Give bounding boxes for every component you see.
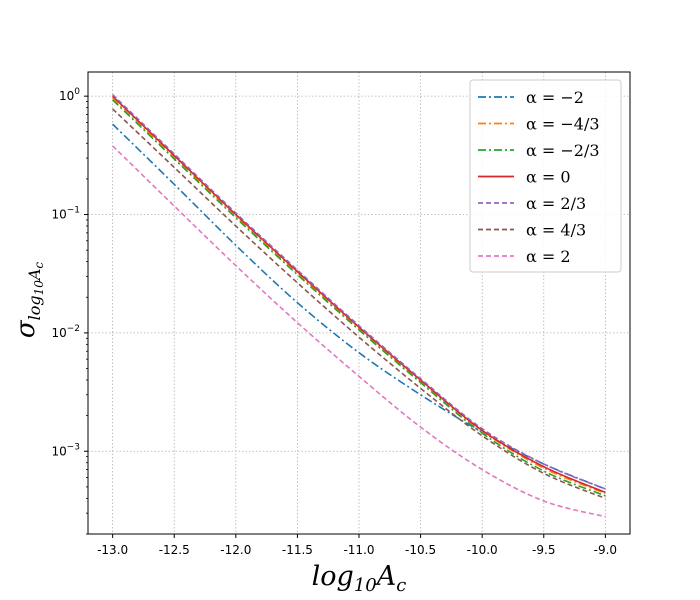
series-line-4 <box>112 95 606 494</box>
y-tick-label: 10−2 <box>51 324 80 340</box>
series-line-5 <box>112 94 606 490</box>
x-tick-label: -9.0 <box>594 543 617 557</box>
x-tick-label: -12.5 <box>159 543 190 557</box>
legend-label: α = 2/3 <box>526 194 586 213</box>
legend-box <box>469 79 622 273</box>
legend: α = −2 α = −4/3 α = −2/3 α = 0 α = 2/3 α = 4/… <box>469 79 622 273</box>
x-axis: -13.0 -12.5 -12.0 -11.5 -11.0 -10.5 -10.0 -9.5 -… <box>97 534 617 557</box>
series-line-3 <box>112 99 606 497</box>
x-axis-label: log10Ac <box>312 561 407 596</box>
legend-label: α = 4/3 <box>526 221 586 240</box>
series-line-6 <box>112 108 606 500</box>
series-line-7 <box>112 145 606 518</box>
y-axis-label: σlog10Ac <box>11 262 46 339</box>
legend-label: α = −4/3 <box>526 115 600 134</box>
legend-label: α = 0 <box>526 168 571 187</box>
series-layer <box>112 94 606 518</box>
x-tick-label: -12.0 <box>220 543 251 557</box>
x-tick-label: -11.5 <box>282 543 313 557</box>
legend-label: α = −2 <box>526 88 584 107</box>
legend-label: α = −2/3 <box>526 141 600 160</box>
x-tick-label: -13.0 <box>97 543 128 557</box>
x-tick-label: -10.0 <box>467 543 498 557</box>
x-tick-label: -9.5 <box>532 543 555 557</box>
x-tick-label: -10.5 <box>405 543 436 557</box>
y-tick-label: 10−3 <box>51 442 80 458</box>
y-axis: 100 10−1 10−2 10−3 <box>51 87 88 535</box>
x-tick-label: -11.0 <box>343 543 374 557</box>
legend-label: α = 2 <box>526 247 571 266</box>
y-tick-label: 100 <box>59 87 80 103</box>
y-tick-label: 10−1 <box>51 206 80 222</box>
